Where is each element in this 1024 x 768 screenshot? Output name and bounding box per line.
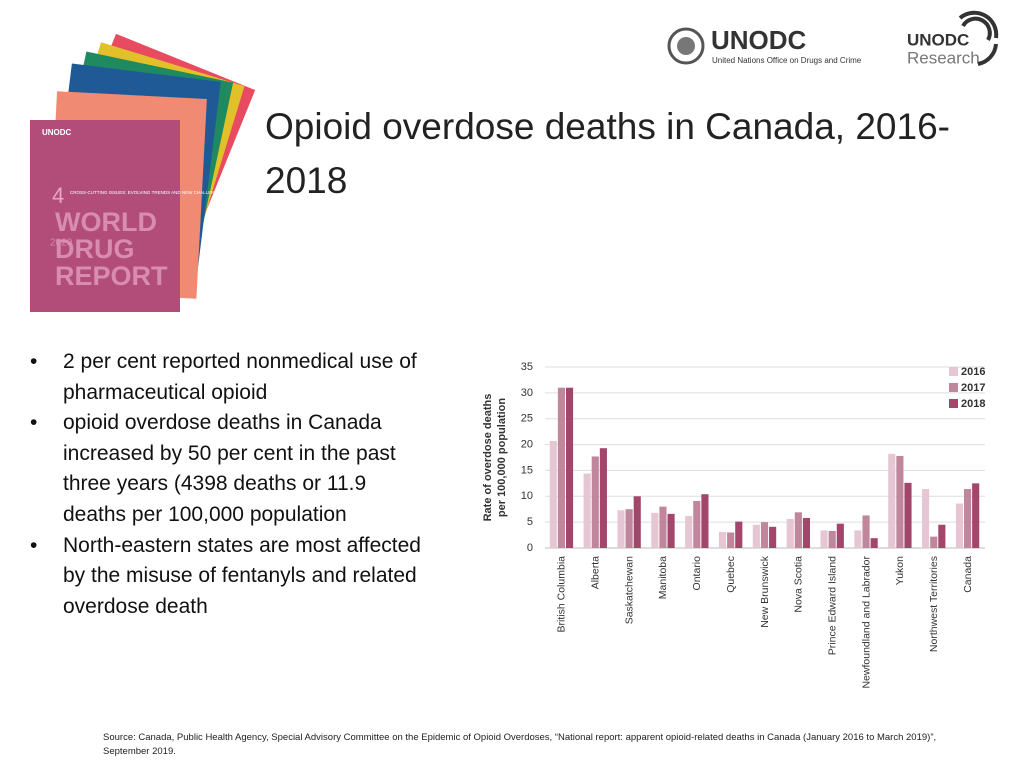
research-logo-subtitle: Research bbox=[907, 48, 980, 67]
bullet: opioid overdose deaths in Canada increas… bbox=[30, 408, 425, 530]
legend-label: 2017 bbox=[961, 382, 985, 394]
x-tick-label: New Brunswick bbox=[759, 555, 771, 628]
y-tick-label: 15 bbox=[521, 464, 533, 476]
bullet-list: 2 per cent reported nonmedical use of ph… bbox=[30, 347, 425, 622]
x-tick-label: Northwest Territories bbox=[928, 556, 940, 652]
x-tick-label: Yukon bbox=[894, 556, 906, 585]
bar bbox=[625, 509, 633, 548]
bar bbox=[888, 453, 896, 548]
y-tick-label: 20 bbox=[521, 438, 533, 450]
x-tick-label: Manitoba bbox=[657, 556, 669, 599]
bar bbox=[769, 526, 777, 548]
bar bbox=[617, 510, 625, 548]
bar bbox=[972, 483, 980, 548]
bar bbox=[870, 538, 878, 548]
bar bbox=[760, 522, 769, 548]
research-emblem bbox=[958, 10, 999, 66]
x-tick-label: British Columbia bbox=[556, 556, 568, 633]
un-emblem bbox=[667, 27, 705, 65]
bar bbox=[904, 482, 912, 548]
bar bbox=[896, 455, 904, 548]
bar bbox=[955, 503, 964, 548]
legend-swatch bbox=[949, 383, 958, 392]
bar bbox=[557, 387, 565, 548]
research-logo-name: UNODC bbox=[907, 30, 969, 49]
bar bbox=[964, 489, 972, 548]
y-axis-title: per 100,000 population bbox=[496, 398, 508, 517]
x-tick-label: Newfoundland and Labrador bbox=[860, 556, 872, 689]
bar bbox=[685, 515, 693, 548]
bar bbox=[633, 496, 641, 548]
x-tick-label: Quebec bbox=[725, 556, 737, 593]
cover-year: 2020 bbox=[50, 238, 73, 249]
bar bbox=[693, 500, 701, 548]
bar bbox=[836, 523, 844, 548]
y-tick-label: 25 bbox=[521, 413, 533, 425]
legend-swatch bbox=[949, 399, 958, 408]
bar bbox=[862, 515, 870, 548]
source-note: Source: Canada, Public Health Agency, Sp… bbox=[103, 732, 937, 757]
cover-title: DRUG bbox=[55, 234, 135, 264]
x-tick-label: Ontario bbox=[691, 556, 703, 591]
bar bbox=[938, 524, 946, 548]
bar bbox=[565, 387, 574, 548]
legend-label: 2018 bbox=[961, 398, 985, 410]
logo-name: UNODC bbox=[711, 25, 807, 55]
cover-stack bbox=[30, 33, 256, 312]
bar bbox=[583, 473, 591, 548]
bar bbox=[659, 506, 667, 548]
bar bbox=[828, 530, 836, 548]
y-tick-label: 35 bbox=[521, 361, 533, 373]
y-tick-label: 10 bbox=[521, 490, 533, 502]
bar bbox=[752, 524, 760, 548]
bar bbox=[718, 531, 727, 548]
bullet: 2 per cent reported nonmedical use of ph… bbox=[30, 347, 425, 408]
bar bbox=[786, 519, 794, 548]
cover-title: REPORT bbox=[55, 261, 168, 291]
bar bbox=[727, 532, 735, 548]
y-tick-label: 0 bbox=[527, 542, 533, 554]
bar bbox=[930, 536, 938, 548]
cover-subtitle: CROSS-CUTTING ISSUES: EVOLVING TRENDS AN… bbox=[70, 190, 224, 195]
x-tick-label: Alberta bbox=[590, 556, 602, 589]
bar bbox=[922, 489, 930, 548]
legend-swatch bbox=[949, 367, 958, 376]
bar bbox=[549, 440, 557, 548]
bar bbox=[651, 512, 659, 548]
legend-label: 2016 bbox=[961, 366, 985, 378]
x-tick-label: Saskatchewan bbox=[623, 556, 635, 624]
bar bbox=[667, 513, 675, 548]
x-tick-label: Nova Scotia bbox=[793, 556, 805, 613]
cover-number: 4 bbox=[52, 183, 64, 208]
bar bbox=[599, 448, 607, 548]
cover-brand: UNODC bbox=[42, 128, 72, 137]
y-tick-label: 5 bbox=[527, 516, 533, 528]
y-axis-title: Rate of overdose deaths bbox=[482, 394, 494, 522]
bar bbox=[735, 521, 743, 548]
bar bbox=[794, 512, 802, 548]
y-tick-label: 30 bbox=[521, 387, 533, 399]
un-emblem bbox=[677, 37, 695, 55]
bullet: North-eastern states are most affected b… bbox=[30, 531, 425, 623]
bar bbox=[854, 530, 862, 548]
logo-subtitle: United Nations Office on Drugs and Crime bbox=[712, 56, 862, 65]
bar bbox=[820, 530, 828, 548]
bar bbox=[701, 494, 709, 548]
bar bbox=[802, 518, 811, 548]
slide-title: Opioid overdose deaths in Canada, 2016-2… bbox=[265, 106, 950, 201]
bar bbox=[591, 456, 599, 548]
x-tick-label: Canada bbox=[962, 556, 974, 593]
x-tick-label: Prince Edward Island bbox=[826, 556, 838, 655]
cover-title: WORLD bbox=[55, 207, 157, 237]
